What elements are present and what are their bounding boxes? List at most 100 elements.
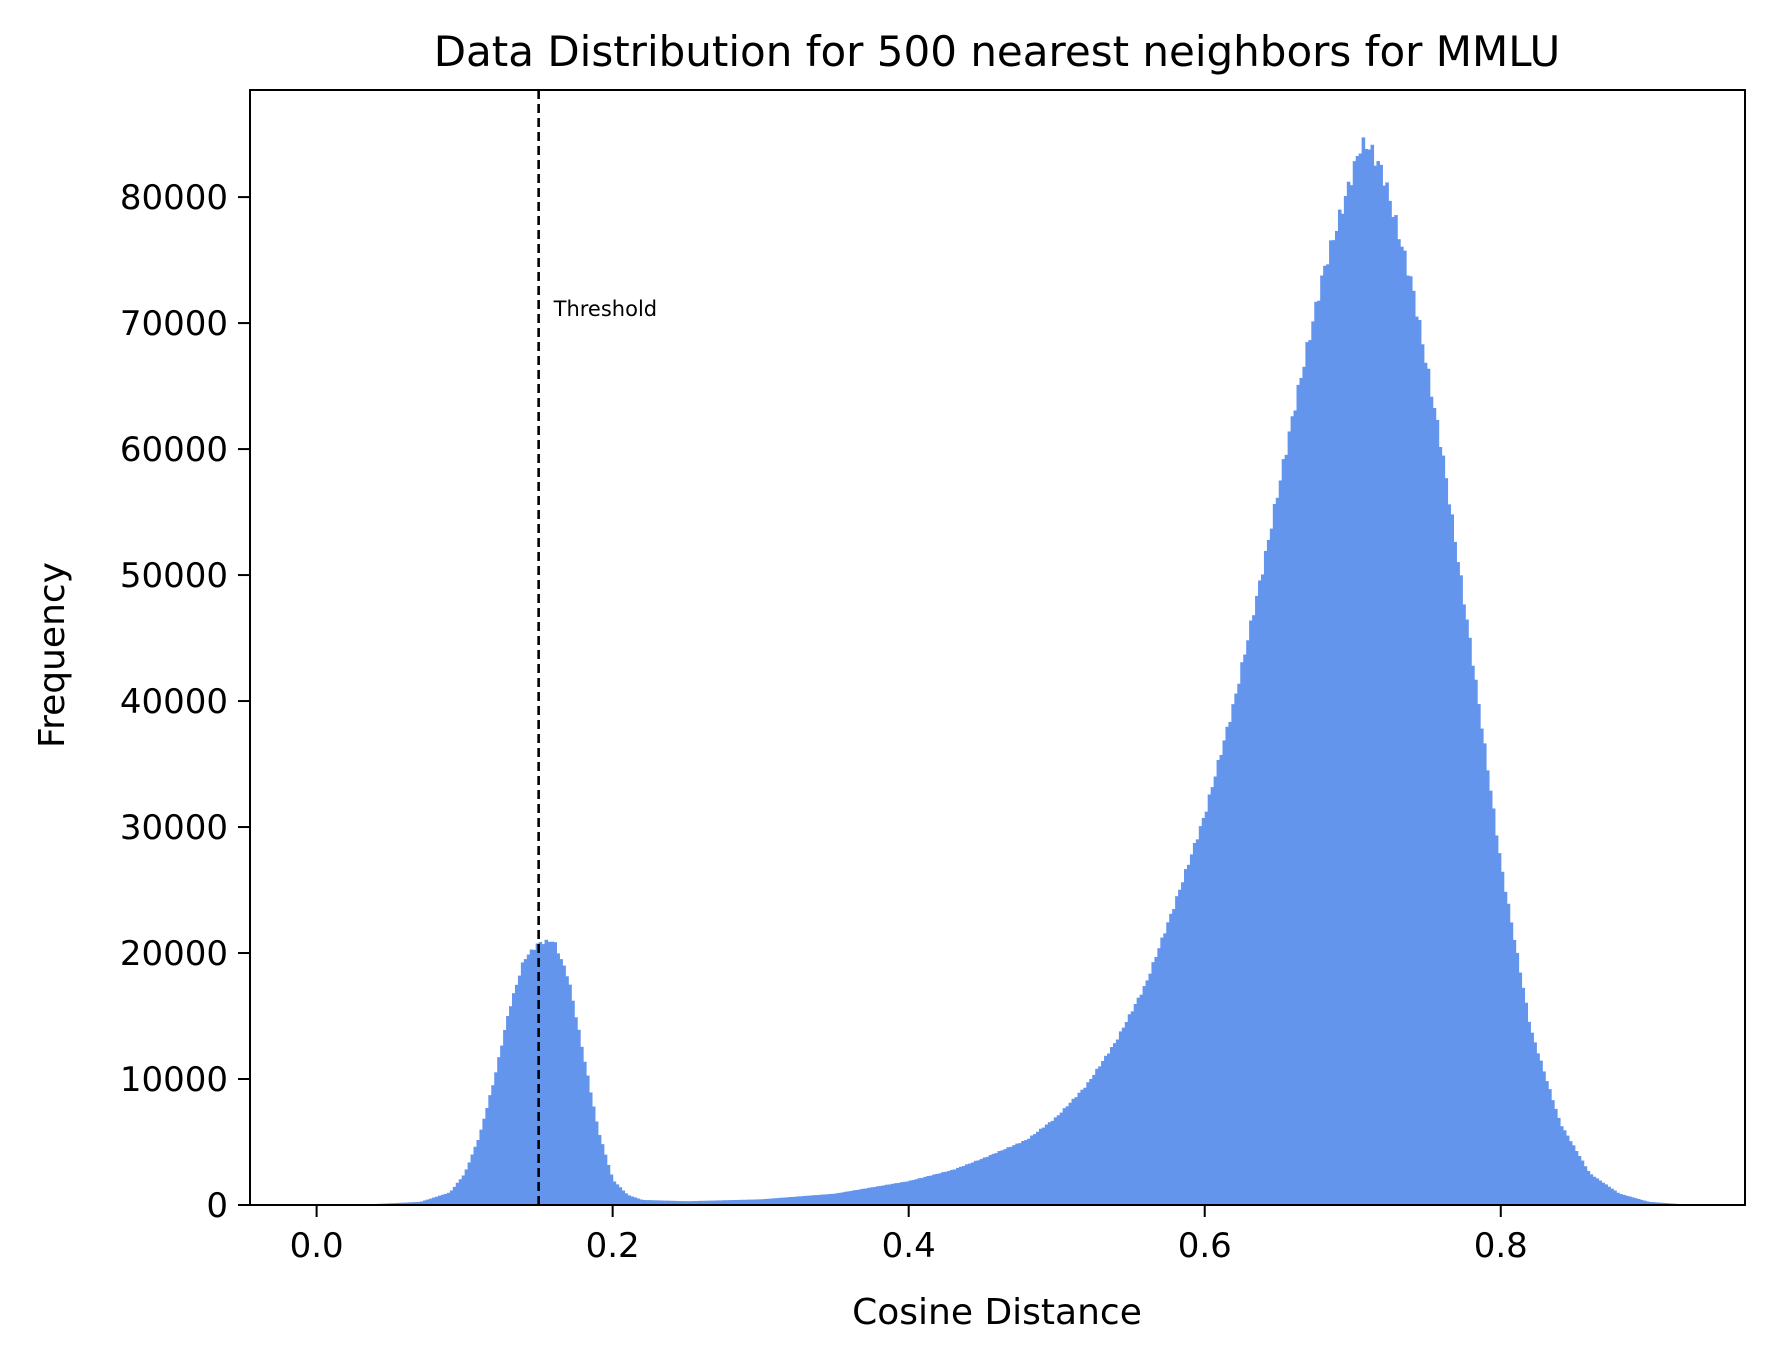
histogram-bar: [633, 1197, 637, 1205]
histogram-bar: [1080, 1089, 1084, 1205]
histogram-bar: [591, 1106, 596, 1205]
histogram-bar: [813, 1195, 818, 1205]
histogram-bar: [511, 993, 516, 1205]
histogram-bar: [1631, 1197, 1635, 1205]
histogram-bar: [583, 1061, 587, 1205]
x-tick-label: 0.2: [586, 1226, 640, 1266]
histogram-bar: [710, 1200, 714, 1205]
histogram-bar: [1121, 1027, 1126, 1205]
histogram-bar: [1305, 342, 1309, 1205]
histogram-bar: [1548, 1089, 1552, 1205]
histogram-bar: [636, 1198, 640, 1205]
histogram-bar: [553, 942, 558, 1205]
histogram-bar: [429, 1198, 433, 1205]
histogram-bar: [1329, 240, 1333, 1206]
histogram-bar: [547, 941, 552, 1205]
histogram-bar: [1465, 619, 1469, 1205]
histogram-bar: [734, 1199, 738, 1205]
histogram-bar: [1213, 776, 1218, 1205]
histogram-bar: [1210, 787, 1215, 1205]
histogram-bar: [808, 1195, 812, 1205]
histogram-bar: [1539, 1060, 1543, 1205]
histogram-bar: [594, 1121, 599, 1205]
histogram-bar: [1373, 165, 1378, 1205]
histogram-bar: [621, 1190, 626, 1205]
histogram-bar: [1278, 480, 1283, 1205]
histogram-bar: [1628, 1196, 1632, 1205]
histogram-bar: [1127, 1014, 1132, 1205]
histogram-bar: [1003, 1149, 1007, 1205]
histogram-bar: [784, 1197, 788, 1205]
histogram-bar: [1314, 301, 1318, 1206]
histogram-bar: [1432, 407, 1437, 1206]
histogram-bar: [1625, 1195, 1629, 1205]
histogram-bar: [562, 965, 566, 1205]
histogram-bar: [449, 1190, 454, 1205]
histogram-bar: [1181, 882, 1185, 1205]
histogram-bar: [1651, 1202, 1656, 1205]
histogram-bar: [1157, 948, 1161, 1205]
histogram-bar: [1059, 1112, 1064, 1205]
histogram-bar: [1044, 1124, 1049, 1205]
histogram-bar: [1411, 290, 1416, 1205]
histogram-bar: [1358, 153, 1363, 1206]
histogram-bar: [882, 1185, 886, 1205]
histogram-bar: [1142, 986, 1147, 1205]
histogram-bar: [819, 1194, 824, 1205]
histogram-bar: [988, 1155, 993, 1205]
histogram-bar: [1207, 794, 1212, 1205]
histogram-bar: [890, 1183, 895, 1205]
histogram-bar: [725, 1200, 729, 1205]
histogram-bar: [662, 1200, 667, 1205]
histogram-bar: [1027, 1138, 1031, 1205]
histogram-bar: [479, 1129, 483, 1205]
histogram-bar: [899, 1182, 904, 1205]
histogram-bar: [867, 1187, 871, 1205]
histogram-bar: [849, 1190, 854, 1205]
histogram-bar: [1444, 478, 1449, 1205]
y-tick-label: 30000: [120, 808, 228, 848]
histogram-bar: [822, 1194, 827, 1205]
histogram-bar: [1574, 1151, 1579, 1205]
histogram-bar: [1104, 1055, 1108, 1205]
histogram-bar: [707, 1200, 711, 1205]
threshold-label: Threshold: [553, 297, 658, 321]
histogram-bar: [923, 1176, 928, 1205]
histogram-bar: [1542, 1071, 1546, 1205]
histogram-bar: [1124, 1021, 1129, 1205]
histogram-bar: [396, 1202, 401, 1205]
histogram-bar: [961, 1166, 966, 1205]
histogram-bar: [947, 1170, 951, 1205]
histogram-bar: [1352, 161, 1357, 1206]
histogram-bar: [719, 1200, 723, 1205]
histogram-bar: [1512, 939, 1517, 1205]
histogram-bar: [1494, 835, 1499, 1205]
histogram-bar: [1323, 265, 1327, 1206]
histogram-bar: [1192, 843, 1197, 1205]
histogram-bar: [994, 1153, 999, 1205]
histogram-bar: [1272, 503, 1277, 1205]
histogram-bar: [861, 1188, 865, 1205]
histogram-bar: [526, 954, 531, 1205]
histogram-bar: [1047, 1122, 1052, 1205]
histogram-bar: [586, 1075, 590, 1205]
histogram-bar: [1340, 213, 1345, 1205]
histogram-bar: [470, 1154, 475, 1205]
histogram-bar: [1447, 504, 1452, 1205]
histogram-bar: [580, 1046, 584, 1205]
histogram-bar: [941, 1172, 945, 1205]
histogram-bar: [778, 1197, 782, 1205]
histogram-bar: [677, 1201, 682, 1205]
histogram-bar: [1299, 377, 1304, 1206]
histogram-bar: [1334, 230, 1339, 1205]
histogram-bar: [1337, 209, 1342, 1205]
histogram-bar: [1225, 726, 1230, 1205]
histogram-bar: [1053, 1117, 1058, 1205]
histogram-bar: [1160, 937, 1164, 1205]
histogram-bar: [997, 1151, 1002, 1205]
histogram-bar: [500, 1045, 504, 1205]
histogram-bar: [1166, 922, 1170, 1205]
histogram-bar: [1062, 1108, 1067, 1205]
histogram-bar: [1403, 250, 1407, 1206]
histogram-bar: [1518, 972, 1523, 1205]
